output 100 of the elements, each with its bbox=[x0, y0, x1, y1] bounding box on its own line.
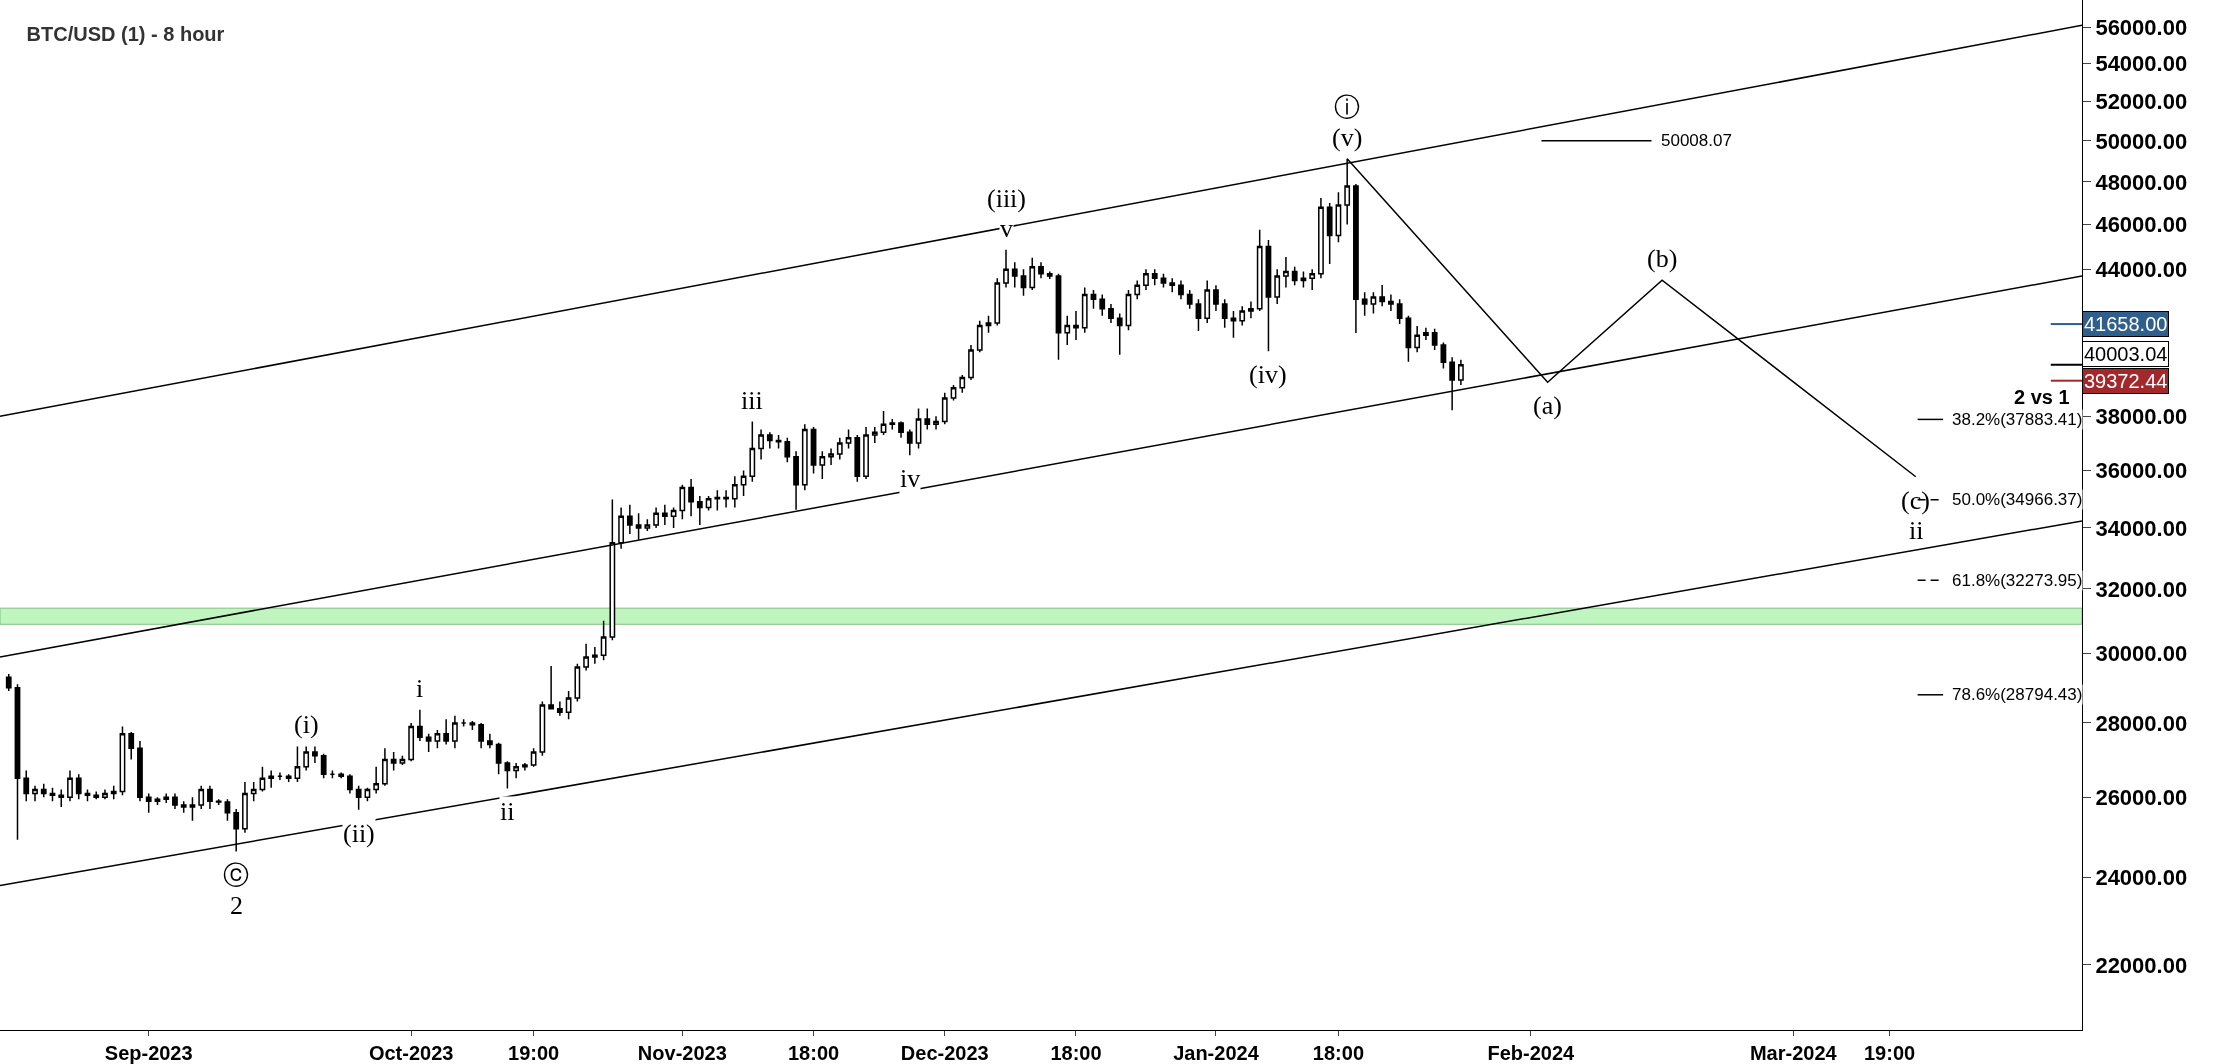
candlestick bbox=[924, 407, 931, 431]
candlestick bbox=[110, 785, 117, 800]
candlestick bbox=[14, 683, 21, 841]
x-tick-label: Mar-2024 bbox=[1749, 1042, 1838, 1064]
candlestick bbox=[1318, 197, 1324, 280]
candlestick bbox=[1090, 289, 1097, 310]
candlestick bbox=[145, 792, 152, 814]
annotation: 38.2%(37883.41) bbox=[1952, 410, 2083, 429]
candlestick bbox=[486, 732, 493, 750]
y-tick-label: 32000.00 bbox=[2095, 576, 2188, 602]
candlestick bbox=[1388, 293, 1394, 312]
candlestick bbox=[1248, 300, 1254, 319]
candlestick bbox=[417, 708, 423, 742]
candlestick bbox=[626, 503, 633, 535]
y-tick-label: 28000.00 bbox=[2095, 710, 2188, 736]
candlestick bbox=[836, 436, 843, 461]
candlestick bbox=[530, 747, 537, 768]
candlestick bbox=[548, 665, 555, 710]
candlestick bbox=[1431, 328, 1438, 351]
candlestick bbox=[390, 751, 397, 772]
candlestick bbox=[1116, 312, 1123, 356]
candlestick bbox=[207, 785, 213, 810]
candlestick bbox=[854, 434, 861, 483]
y-tick-label: 34000.00 bbox=[2095, 515, 2188, 541]
candlestick bbox=[1029, 257, 1036, 291]
annotation: ii bbox=[500, 797, 515, 826]
annotation: iv bbox=[900, 464, 921, 493]
candlestick bbox=[469, 720, 476, 731]
candlestick bbox=[696, 495, 703, 526]
candlestick bbox=[355, 785, 362, 811]
candlestick bbox=[1073, 310, 1079, 341]
candlestick bbox=[591, 646, 598, 665]
candlestick bbox=[329, 769, 336, 779]
candlestick bbox=[1046, 270, 1053, 280]
candlestick bbox=[303, 745, 310, 772]
candlestick bbox=[1230, 310, 1237, 339]
candlestick bbox=[163, 792, 170, 804]
annotation: (c) bbox=[1901, 486, 1930, 515]
candlestick bbox=[189, 796, 196, 822]
x-tick-label: 18:00 bbox=[787, 1042, 840, 1064]
candlestick bbox=[513, 762, 520, 779]
candlestick bbox=[285, 773, 292, 783]
annotation: 78.6%(28794.43) bbox=[1952, 685, 2083, 704]
annotation: ⓒ bbox=[223, 861, 249, 890]
candlestick bbox=[1011, 261, 1018, 289]
candlestick bbox=[408, 722, 415, 762]
candlestick bbox=[644, 518, 651, 532]
candlestick bbox=[382, 747, 388, 787]
y-tick-label: 46000.00 bbox=[2095, 212, 2188, 238]
candlestick bbox=[845, 428, 852, 450]
candlestick bbox=[1239, 305, 1246, 327]
candlestick bbox=[180, 800, 187, 814]
candlestick bbox=[1414, 325, 1421, 354]
candlestick bbox=[968, 344, 974, 381]
candlestick bbox=[1195, 298, 1202, 332]
y-tick-label: 26000.00 bbox=[2095, 784, 2188, 810]
candlestick bbox=[259, 766, 266, 793]
candlestick bbox=[661, 503, 668, 526]
candlestick bbox=[1309, 268, 1316, 291]
candlestick bbox=[801, 423, 808, 492]
candlestick bbox=[23, 769, 30, 802]
candlestick bbox=[1353, 183, 1359, 334]
y-tick-label: 48000.00 bbox=[2095, 169, 2188, 195]
candlestick bbox=[5, 673, 12, 692]
candlestick bbox=[338, 771, 345, 779]
y-tick-label: 54000.00 bbox=[2095, 51, 2188, 77]
annotation: i bbox=[416, 674, 424, 703]
candlestick bbox=[443, 718, 450, 746]
candlestick bbox=[137, 740, 143, 802]
candlestick bbox=[1151, 268, 1158, 286]
candlestick bbox=[994, 277, 1001, 327]
candlestick bbox=[504, 760, 511, 790]
annotation: (ii) bbox=[343, 819, 375, 848]
candlestick bbox=[688, 478, 694, 517]
candlestick bbox=[75, 773, 82, 800]
candlestick bbox=[1379, 284, 1386, 308]
candlestick bbox=[1186, 289, 1193, 310]
candlestick bbox=[539, 700, 546, 757]
candlestick bbox=[766, 431, 773, 450]
annotation: 50008.07 bbox=[1661, 131, 1732, 150]
candlestick bbox=[600, 619, 607, 662]
text: BTC/USD (1) - 8 hour bbox=[26, 22, 225, 45]
annotation: v bbox=[1000, 214, 1013, 243]
annotation: ⓘ bbox=[1334, 93, 1360, 122]
x-tick-label: 18:00 bbox=[1050, 1042, 1102, 1064]
candlestick bbox=[1283, 256, 1289, 289]
candlestick bbox=[198, 785, 205, 810]
y-tick-label: 44000.00 bbox=[2095, 256, 2188, 282]
candlestick bbox=[1064, 315, 1071, 346]
candlestick bbox=[1449, 356, 1456, 412]
y-tick-label: 22000.00 bbox=[2095, 952, 2188, 978]
candlestick bbox=[268, 769, 275, 789]
candlestick bbox=[1134, 279, 1141, 301]
candlestick bbox=[67, 769, 73, 802]
annotation: 61.8%(32273.95) bbox=[1952, 571, 2083, 590]
candlestick bbox=[233, 808, 240, 853]
y-tick-label: 56000.00 bbox=[2095, 14, 2188, 40]
annotation: (iv) bbox=[1249, 360, 1287, 389]
candlestick bbox=[863, 426, 869, 480]
candlestick bbox=[758, 428, 764, 461]
